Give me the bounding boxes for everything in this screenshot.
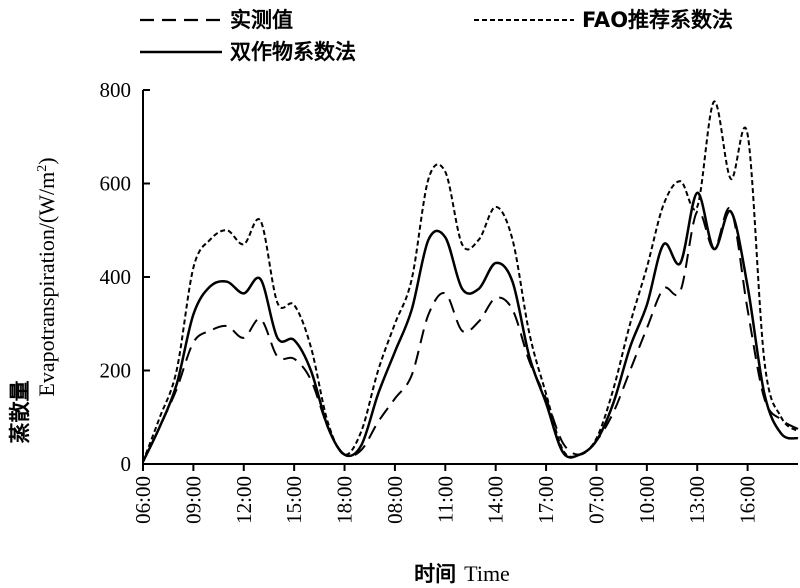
x-tick-label: 06:00 xyxy=(131,476,155,524)
x-tick-label: 10:00 xyxy=(635,476,659,524)
x-tick-label: 09:00 xyxy=(181,476,205,524)
y-tick-label: 600 xyxy=(100,172,132,196)
svg-text:蒸散量: 蒸散量 xyxy=(8,381,32,444)
x-tick-label: 14:00 xyxy=(484,476,508,524)
series-line-dual-crop xyxy=(141,191,799,463)
y-axis-title-en: Evapotranspiration/(W/m2) xyxy=(34,157,59,396)
x-tick-label: 13:00 xyxy=(685,476,709,524)
legend-label-measured: 实测值 xyxy=(230,8,293,32)
axes xyxy=(142,90,798,465)
x-axis-title: 时间 Time xyxy=(414,561,510,586)
y-axis-title-en-sup: 2 xyxy=(35,165,50,172)
y-axis-title-en-main: Evapotranspiration/(W/m xyxy=(34,172,59,397)
x-tick-label: 17:00 xyxy=(534,476,558,524)
x-tick-label: 08:00 xyxy=(383,476,407,524)
x-ticks: 06:00 09:00 12:00 15:00 18:00 08:00 11:00 14:00… xyxy=(131,464,760,524)
legend-label-fao: FAO推荐系数法 xyxy=(582,8,733,32)
series-layer xyxy=(141,100,799,463)
x-axis-title-en: Time xyxy=(464,561,510,586)
y-tick-label: 800 xyxy=(100,78,132,102)
legend: 实测值 FAO推荐系数法 双作物系数法 xyxy=(140,8,733,64)
x-tick-label: 18:00 xyxy=(333,476,357,524)
x-tick-label: 16:00 xyxy=(736,476,760,524)
x-tick-label: 15:00 xyxy=(282,476,306,524)
y-tick-label: 200 xyxy=(100,359,132,383)
y-tick-label: 400 xyxy=(100,265,132,289)
x-tick-label: 11:00 xyxy=(433,476,457,523)
legend-label-dual-crop: 双作物系数法 xyxy=(230,40,356,64)
series-line-measured xyxy=(142,206,799,463)
x-tick-label: 12:00 xyxy=(232,476,256,524)
x-axis-title-cn: 时间 xyxy=(414,562,456,586)
y-axis-title: 蒸散量 Evapotranspiration/(W/m2) xyxy=(8,157,59,443)
series-line-fao xyxy=(142,100,799,463)
y-ticks: 0 200 400 600 800 xyxy=(100,78,150,476)
y-axis-title-cn: 蒸散量 xyxy=(8,381,32,444)
y-tick-label: 0 xyxy=(121,452,132,476)
y-axis-title-en-close: ) xyxy=(34,157,59,164)
x-tick-label: 07:00 xyxy=(584,476,608,524)
